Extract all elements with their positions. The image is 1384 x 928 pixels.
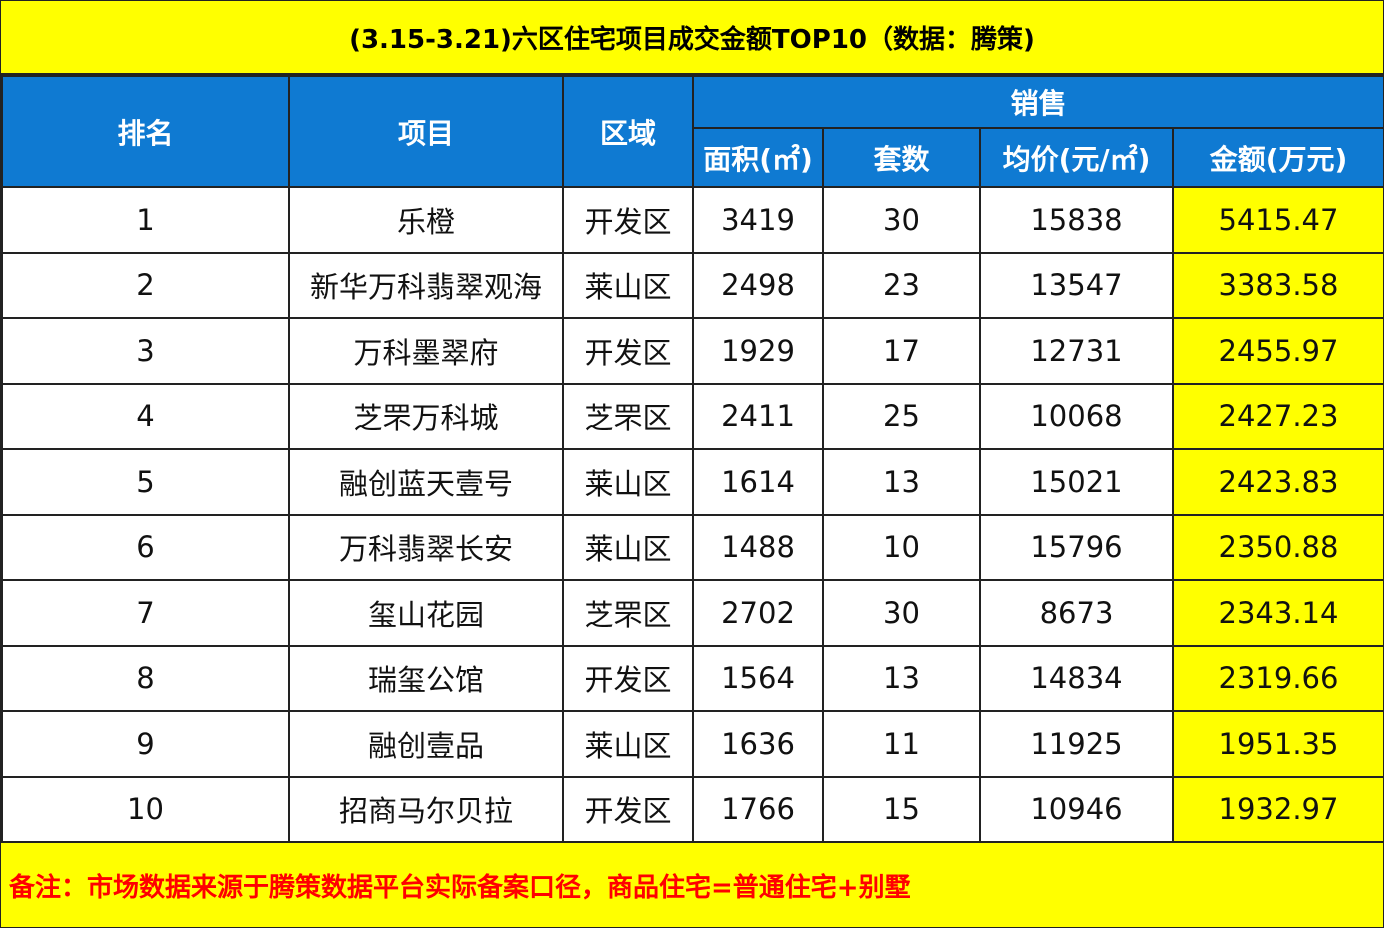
cell-avg-price: 8673 [979, 579, 1174, 647]
cell-project: 乐橙 [288, 186, 564, 254]
cell-project: 万科墨翠府 [288, 317, 564, 385]
cell-amount: 2343.14 [1171, 579, 1384, 647]
table-row: 10 招商马尔贝拉 开发区 1766 15 10946 1932.97 [1, 775, 1384, 843]
cell-avg-price: 10068 [979, 382, 1174, 450]
cell-district: 开发区 [562, 775, 694, 843]
cell-units: 13 [822, 448, 981, 516]
cell-project: 招商马尔贝拉 [288, 775, 564, 843]
header-rank: 排名 [1, 75, 290, 188]
cell-rank: 6 [1, 513, 290, 581]
cell-project: 玺山花园 [288, 579, 564, 647]
cell-district: 开发区 [562, 317, 694, 385]
cell-rank: 4 [1, 382, 290, 450]
cell-avg-price: 15021 [979, 448, 1174, 516]
cell-avg-price: 11925 [979, 710, 1174, 778]
cell-units: 10 [822, 513, 981, 581]
cell-avg-price: 15838 [979, 186, 1174, 254]
cell-amount: 2350.88 [1171, 513, 1384, 581]
cell-project: 瑞玺公馆 [288, 644, 564, 712]
cell-units: 25 [822, 382, 981, 450]
cell-units: 23 [822, 251, 981, 319]
cell-area: 1929 [692, 317, 824, 385]
cell-avg-price: 14834 [979, 644, 1174, 712]
cell-amount: 1932.97 [1171, 775, 1384, 843]
cell-district: 芝罘区 [562, 382, 694, 450]
cell-amount: 2319.66 [1171, 644, 1384, 712]
table-row: 6 万科翡翠长安 莱山区 1488 10 15796 2350.88 [1, 513, 1384, 581]
header-amount: 金额(万元) [1171, 127, 1384, 188]
cell-units: 15 [822, 775, 981, 843]
cell-rank: 2 [1, 251, 290, 319]
header-sales-group: 销售 [691, 75, 1384, 129]
cell-rank: 3 [1, 317, 290, 385]
cell-amount: 2423.83 [1171, 448, 1384, 516]
cell-rank: 10 [1, 775, 290, 843]
cell-rank: 7 [1, 579, 290, 647]
cell-amount: 5415.47 [1171, 186, 1384, 254]
cell-units: 30 [822, 579, 981, 647]
cell-avg-price: 13547 [979, 251, 1174, 319]
cell-district: 莱山区 [562, 251, 694, 319]
cell-area: 1636 [692, 710, 824, 778]
cell-project: 新华万科翡翠观海 [288, 251, 564, 319]
cell-units: 17 [822, 317, 981, 385]
table-row: 2 新华万科翡翠观海 莱山区 2498 23 13547 3383.58 [1, 251, 1384, 319]
cell-area: 2702 [692, 579, 824, 647]
cell-area: 2411 [692, 382, 824, 450]
cell-units: 13 [822, 644, 981, 712]
cell-rank: 5 [1, 448, 290, 516]
cell-amount: 2455.97 [1171, 317, 1384, 385]
table-row: 5 融创蓝天壹号 莱山区 1614 13 15021 2423.83 [1, 448, 1384, 516]
cell-project: 芝罘万科城 [288, 382, 564, 450]
cell-area: 1488 [692, 513, 824, 581]
cell-area: 1614 [692, 448, 824, 516]
cell-district: 莱山区 [562, 710, 694, 778]
table-row: 8 瑞玺公馆 开发区 1564 13 14834 2319.66 [1, 644, 1384, 712]
cell-amount: 2427.23 [1171, 382, 1384, 450]
page-title: (3.15-3.21)六区住宅项目成交金额TOP10（数据：腾策) [1, 1, 1383, 75]
cell-rank: 1 [1, 186, 290, 254]
cell-project: 融创蓝天壹号 [288, 448, 564, 516]
cell-rank: 9 [1, 710, 290, 778]
cell-area: 3419 [692, 186, 824, 254]
header-district: 区域 [562, 75, 694, 188]
cell-rank: 8 [1, 644, 290, 712]
header-area: 面积(㎡) [692, 127, 824, 188]
cell-amount: 3383.58 [1171, 251, 1384, 319]
header-project: 项目 [288, 75, 564, 188]
cell-units: 30 [822, 186, 981, 254]
table-body: 1 乐橙 开发区 3419 30 15838 5415.47 2 新华万科翡翠观海 莱山区 2498… [1, 186, 1384, 843]
cell-district: 芝罘区 [562, 579, 694, 647]
cell-district: 莱山区 [562, 448, 694, 516]
cell-avg-price: 10946 [979, 775, 1174, 843]
cell-district: 开发区 [562, 186, 694, 254]
table-row: 3 万科墨翠府 开发区 1929 17 12731 2455.97 [1, 317, 1384, 385]
cell-district: 莱山区 [562, 513, 694, 581]
cell-area: 1766 [692, 775, 824, 843]
cell-avg-price: 12731 [979, 317, 1174, 385]
cell-project: 万科翡翠长安 [288, 513, 564, 581]
header-avg-price: 均价(元/㎡) [979, 127, 1174, 188]
table-row: 9 融创壹品 莱山区 1636 11 11925 1951.35 [1, 710, 1384, 778]
cell-units: 11 [822, 710, 981, 778]
ranking-table: 排名 项目 区域 销售 面积(㎡) 套数 均价(元/㎡) 金额(万元) 1 乐橙开… [1, 75, 1384, 843]
table-row: 4 芝罘万科城 芝罘区 2411 25 10068 2427.23 [1, 382, 1384, 450]
table-row: 7 玺山花园 芝罘区 2702 30 8673 2343.14 [1, 579, 1384, 647]
cell-district: 开发区 [562, 644, 694, 712]
table-row: 1 乐橙 开发区 3419 30 15838 5415.47 [1, 186, 1384, 254]
cell-area: 2498 [692, 251, 824, 319]
cell-project: 融创壹品 [288, 710, 564, 778]
cell-area: 1564 [692, 644, 824, 712]
header-units: 套数 [822, 127, 981, 188]
cell-amount: 1951.35 [1171, 710, 1384, 778]
cell-avg-price: 15796 [979, 513, 1174, 581]
footnote: 备注：市场数据来源于腾策数据平台实际备案口径，商品住宅=普通住宅+别墅 [1, 841, 1383, 927]
